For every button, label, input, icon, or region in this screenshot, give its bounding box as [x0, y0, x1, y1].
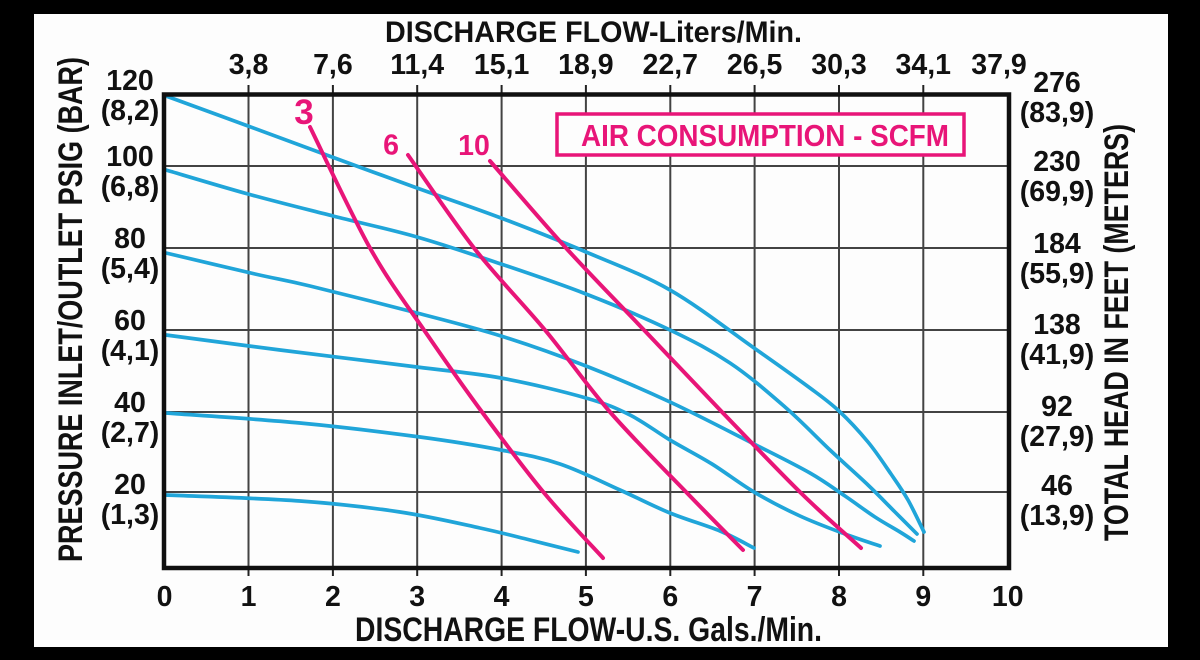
svg-text:11,4: 11,4: [390, 49, 444, 81]
svg-text:PRESSURE INLET/OUTLET PSIG (BA: PRESSURE INLET/OUTLET PSIG (BAR): [52, 57, 90, 562]
svg-text:(69,9): (69,9): [1020, 176, 1094, 208]
svg-text:15,1: 15,1: [474, 49, 530, 81]
svg-text:22,7: 22,7: [643, 49, 698, 81]
svg-text:230: 230: [1033, 146, 1081, 178]
svg-text:6: 6: [662, 581, 678, 613]
svg-text:100: 100: [106, 141, 154, 173]
svg-text:4: 4: [494, 581, 510, 613]
svg-text:8: 8: [831, 581, 847, 613]
svg-text:1: 1: [241, 581, 257, 613]
svg-text:92: 92: [1041, 391, 1073, 423]
svg-text:34,1: 34,1: [896, 49, 952, 81]
svg-text:(8,2): (8,2): [101, 95, 160, 127]
svg-text:(5,4): (5,4): [101, 253, 160, 285]
svg-text:37,9: 37,9: [971, 49, 1026, 81]
svg-text:9: 9: [915, 581, 931, 613]
svg-text:60: 60: [114, 305, 146, 337]
svg-text:(27,9): (27,9): [1020, 421, 1094, 453]
svg-text:138: 138: [1033, 309, 1081, 341]
svg-text:(4,1): (4,1): [101, 335, 160, 367]
svg-text:30,3: 30,3: [811, 49, 866, 81]
svg-text:80: 80: [114, 223, 146, 255]
svg-text:(55,9): (55,9): [1020, 258, 1094, 290]
svg-text:40: 40: [114, 387, 146, 419]
svg-text:184: 184: [1033, 228, 1081, 260]
svg-text:10: 10: [458, 130, 490, 162]
svg-text:(1,3): (1,3): [101, 499, 160, 531]
svg-text:18,9: 18,9: [558, 49, 613, 81]
svg-text:(6,8): (6,8): [101, 171, 160, 203]
svg-text:(13,9): (13,9): [1020, 500, 1094, 532]
svg-text:(83,9): (83,9): [1020, 97, 1094, 129]
svg-text:(41,9): (41,9): [1020, 339, 1094, 371]
svg-text:2: 2: [325, 581, 341, 613]
svg-text:(2,7): (2,7): [101, 417, 160, 449]
svg-text:TOTAL HEAD IN FEET (METERS): TOTAL HEAD IN FEET (METERS): [1098, 124, 1136, 541]
svg-text:26,5: 26,5: [727, 49, 783, 81]
svg-text:DISCHARGE FLOW-Liters/Min.: DISCHARGE FLOW-Liters/Min.: [385, 16, 802, 49]
svg-text:20: 20: [114, 469, 146, 501]
svg-text:DISCHARGE FLOW-U.S. Gals./Min.: DISCHARGE FLOW-U.S. Gals./Min.: [355, 611, 822, 649]
svg-text:46: 46: [1041, 470, 1073, 502]
svg-text:AIR CONSUMPTION - SCFM: AIR CONSUMPTION - SCFM: [581, 118, 949, 153]
svg-text:7: 7: [747, 581, 763, 613]
svg-text:3: 3: [409, 581, 425, 613]
svg-text:276: 276: [1033, 67, 1081, 99]
svg-text:10: 10: [992, 581, 1024, 613]
svg-text:7,6: 7,6: [313, 49, 353, 81]
svg-text:0: 0: [157, 581, 173, 613]
svg-text:5: 5: [578, 581, 594, 613]
svg-text:3,8: 3,8: [229, 49, 269, 81]
svg-text:120: 120: [106, 65, 154, 97]
svg-text:3: 3: [294, 93, 313, 132]
svg-text:6: 6: [383, 130, 399, 162]
